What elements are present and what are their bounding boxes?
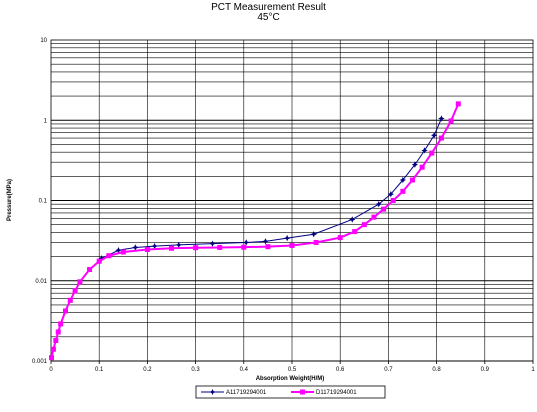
y-tick-label: 0.1 [39,199,48,205]
data-point [77,279,83,285]
x-tick-label: 0.8 [432,367,441,373]
series-D11719294001 [48,101,461,361]
x-tick-label: 1 [531,367,535,373]
data-point [400,188,406,194]
y-tick-label: 0.01 [35,279,47,285]
chart-title: PCT Measurement Result [211,2,326,13]
x-tick-label: 0.4 [240,367,249,373]
data-point [53,338,59,344]
data-point [72,288,78,294]
data-point [98,255,105,262]
y-tick-label: 0.001 [32,359,48,365]
x-tick-labels: 0 0.1 0.2 0.3 0.4 0.5 0.6 0.7 0.8 0.9 1 [49,367,535,373]
data-point [361,222,367,228]
data-point [399,176,407,184]
series-line [101,118,442,259]
data-point [241,244,247,250]
data-point [352,229,358,235]
legend-marker [300,389,305,395]
data-point [87,267,93,273]
data-point [193,245,199,251]
data-point [381,206,387,212]
y-axis-label: Pressure(MPa) [7,179,13,221]
y-tick-label: 10 [40,38,47,44]
data-point [289,242,295,248]
data-point [349,216,356,223]
y-tick-label: 1 [44,118,48,124]
data-point [132,244,139,251]
data-point [106,253,112,259]
data-point [169,245,174,251]
data-point [62,308,68,314]
grid-lines [50,39,534,364]
data-point [58,321,64,327]
data-point [120,249,126,255]
legend-marker [209,389,216,395]
data-point [55,329,61,335]
x-tick-label: 0.5 [288,367,297,373]
data-point [48,355,54,361]
x-tick-label: 0.9 [481,367,490,373]
x-tick-label: 0.2 [143,367,152,373]
legend-label: A11719294001 [226,390,267,396]
data-point [421,147,428,154]
data-point [375,200,382,208]
x-tick-label: 0.7 [384,367,393,373]
data-point [429,150,435,156]
x-tick-label: 0 [49,367,53,373]
data-point [67,297,73,303]
data-point [438,135,444,141]
x-tick-label: 0.1 [95,367,104,373]
x-axis-label: Absorption Weight(H/M) [256,376,325,382]
series-layer [48,101,461,361]
x-tick-label: 0.6 [336,367,345,373]
data-point [448,118,454,124]
data-point [144,247,150,253]
series-A11719294001 [98,115,445,262]
data-point [430,132,438,139]
data-point [262,238,269,245]
legend: A11719294001 D11719294001 [195,385,386,399]
data-point [209,240,216,247]
data-point [310,231,317,238]
series-line [50,103,460,358]
data-point [265,244,271,250]
data-point [337,235,343,241]
data-point [455,101,461,107]
data-point [410,177,415,183]
data-point [313,239,319,245]
data-point [217,244,223,250]
data-point [371,214,377,220]
legend-box [195,385,386,399]
legend-label: D11719294001 [316,390,357,396]
chart-subtitle: 45°C [257,12,280,23]
data-point [151,242,158,250]
data-point [283,234,291,242]
data-point [175,241,182,249]
data-point [419,164,425,170]
data-point [243,239,250,246]
x-tick-label: 0.3 [191,367,200,373]
y-tick-labels: 0.001 0.01 0.1 1 10 [32,38,48,365]
data-point [115,247,122,254]
data-point [438,115,445,122]
data-point [387,190,395,198]
data-point [411,161,419,168]
data-point [390,198,396,203]
data-point [50,346,56,352]
data-point [96,258,102,264]
